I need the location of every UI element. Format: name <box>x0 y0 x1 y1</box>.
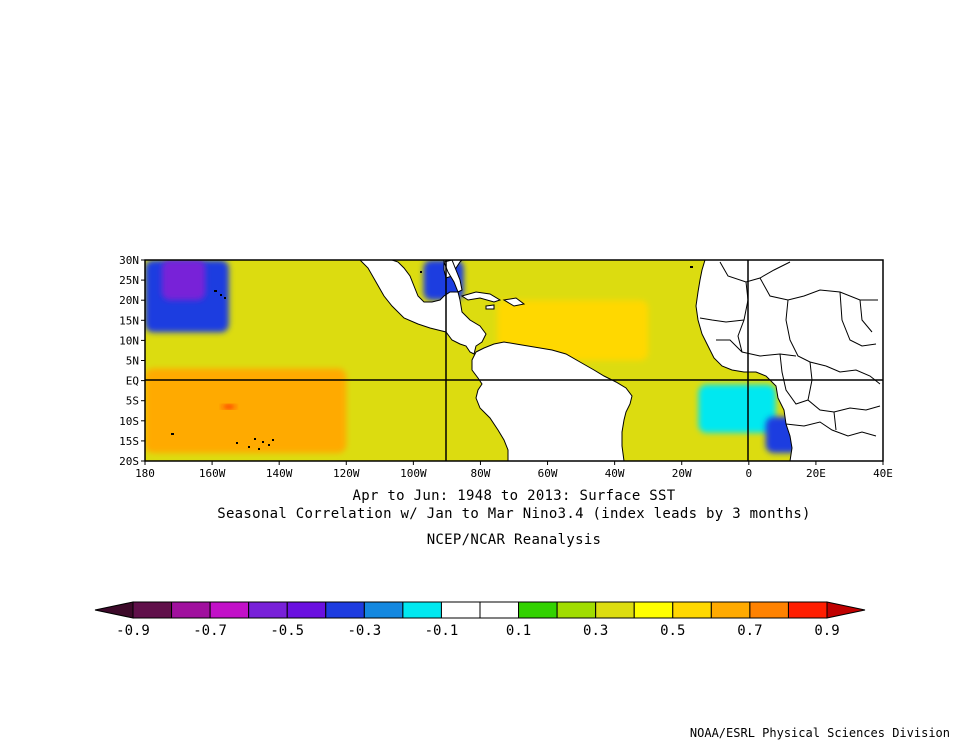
colorbar-label: -0.3 <box>347 623 381 639</box>
colorbar-box <box>672 601 712 619</box>
colorbar-box <box>556 601 597 619</box>
colorbar-box <box>633 601 674 619</box>
x-tick-label: 40W <box>605 467 625 480</box>
y-tick-label: 20N <box>119 294 139 307</box>
hispaniola <box>502 297 526 307</box>
colorbar-label: 0.1 <box>506 623 531 639</box>
colorbar-label: 0.9 <box>814 623 839 639</box>
colorbar-box <box>132 601 173 619</box>
plot-title-line-3: NCEP/NCAR Reanalysis <box>426 532 602 548</box>
colorbar-box <box>710 601 751 619</box>
x-tick-label: 140W <box>266 467 293 480</box>
y-tick-label: 30N <box>119 254 139 267</box>
land-mask <box>171 260 883 461</box>
colorbar-box <box>787 601 828 619</box>
y-tick-label: 10S <box>119 415 139 428</box>
y-tick-label: 5S <box>126 395 139 408</box>
colorbar-box <box>440 601 481 619</box>
colorbar-box <box>595 601 635 619</box>
x-tick-label: 40E <box>873 467 893 480</box>
field-region <box>497 300 649 361</box>
field-region <box>222 404 236 409</box>
colorbar-label: -0.5 <box>270 623 304 639</box>
plot-title-line-1: Apr to Jun: 1948 to 2013: Surface SST <box>352 488 676 504</box>
y-tick-label: EQ <box>126 375 139 388</box>
colorbar-box <box>363 601 404 619</box>
field-region <box>145 368 347 453</box>
y-tick-label: 10N <box>119 334 139 347</box>
y-tick-label: 5N <box>126 355 139 368</box>
colorbar-box <box>286 601 327 619</box>
field-region <box>161 260 206 301</box>
colorbar-box <box>479 601 520 619</box>
y-axis-ticks: 30N 25N 20N 15N 10N 5N EQ 5S 10S 15S 20S <box>119 254 145 468</box>
y-tick-label: 15S <box>119 435 139 448</box>
x-tick-label: 100W <box>400 467 427 480</box>
colorbar-label: -0.1 <box>425 623 459 639</box>
colorbar-box <box>248 601 288 619</box>
x-tick-label: 0 <box>746 467 753 480</box>
colorbar-low-triangle <box>94 601 134 619</box>
colorbar-box <box>171 601 211 619</box>
colorbar-box <box>325 601 365 619</box>
x-axis-ticks: 180 160W 140W 120W 100W 80W 60W 40W 20W 0 20E 40E <box>135 461 893 480</box>
colorbar-label: 0.3 <box>583 623 608 639</box>
south-america-land <box>471 341 633 461</box>
pacific-islands <box>171 266 693 450</box>
cuba <box>460 291 502 303</box>
x-tick-label: 60W <box>538 467 558 480</box>
reference-lines <box>145 260 883 461</box>
x-tick-label: 180 <box>135 467 155 480</box>
colorbar-label: -0.9 <box>116 623 150 639</box>
africa-land <box>695 260 883 461</box>
x-tick-label: 80W <box>471 467 491 480</box>
colorbar-high-triangle <box>826 601 866 619</box>
colorbar-box <box>749 601 789 619</box>
colorbar-label: 0.7 <box>737 623 762 639</box>
colorbar-box <box>518 601 558 619</box>
field-region <box>698 384 776 433</box>
y-tick-label: 20S <box>119 455 139 468</box>
north-america-land <box>359 260 487 355</box>
jamaica <box>485 304 495 310</box>
map-area <box>144 259 884 462</box>
credit-text: NOAA/ESRL Physical Sciences Division <box>689 726 950 740</box>
africa-borders <box>699 261 881 437</box>
colorbar-label: 0.5 <box>660 623 685 639</box>
colorbar-box <box>209 601 250 619</box>
x-tick-label: 120W <box>333 467 360 480</box>
x-tick-label: 20E <box>806 467 826 480</box>
colorbar-label: -0.7 <box>193 623 227 639</box>
y-tick-label: 25N <box>119 274 139 287</box>
x-tick-label: 20W <box>672 467 692 480</box>
plot-title-line-2: Seasonal Correlation w/ Jan to Mar Nino3… <box>217 506 811 522</box>
colorbar-box <box>402 601 442 619</box>
y-tick-label: 15N <box>119 314 139 327</box>
x-tick-label: 160W <box>199 467 226 480</box>
colorbar: -0.9 -0.7 -0.5 -0.3 -0.1 0.1 0.3 0.5 0.7 0.9 <box>94 601 866 639</box>
